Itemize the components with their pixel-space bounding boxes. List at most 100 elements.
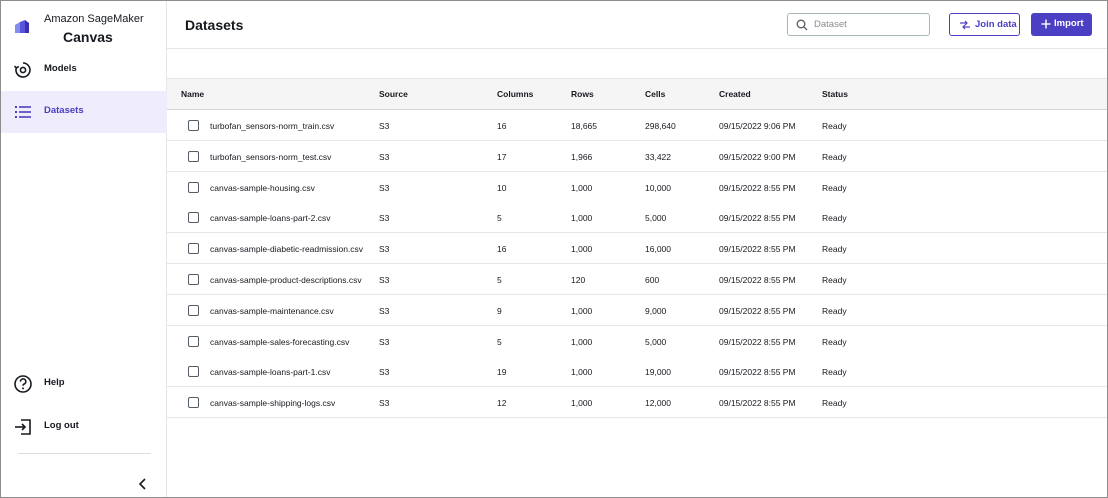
import-button[interactable]: Import: [1031, 13, 1092, 36]
models-icon: [13, 62, 31, 78]
row-checkbox[interactable]: [188, 366, 199, 378]
table-row[interactable]: canvas-sample-loans-part-2.csv S3 5 1,000 5,…: [167, 202, 1107, 234]
sidebar-item-help[interactable]: Help: [1, 363, 167, 405]
page-title: Datasets: [185, 17, 244, 33]
cell-source: S3: [379, 275, 390, 285]
cell-name[interactable]: canvas-sample-maintenance.csv: [210, 305, 334, 316]
sidebar-item-label: Help: [44, 377, 65, 388]
plus-icon: [1041, 19, 1051, 29]
cell-columns: 9: [497, 305, 502, 316]
table-row[interactable]: canvas-sample-loans-part-1.csv S3 19 1,000 1…: [167, 356, 1107, 388]
cell-cells: 9,000: [645, 305, 667, 316]
cell-rows: 120: [571, 275, 586, 285]
cell-status: Ready: [822, 398, 847, 409]
cell-cells: 5,000: [645, 213, 667, 224]
cell-created: 09/15/2022 8:55 PM: [719, 275, 796, 285]
help-icon: [14, 375, 32, 393]
cell-name[interactable]: canvas-sample-loans-part-1.csv: [210, 367, 331, 378]
table-row[interactable]: canvas-sample-diabetic-readmission.csv S3…: [167, 233, 1107, 265]
table-row[interactable]: canvas-sample-sales-forecasting.csv S3 5 1,…: [167, 325, 1107, 357]
join-data-button[interactable]: Join data: [949, 13, 1020, 36]
row-checkbox[interactable]: [188, 304, 199, 316]
cell-created: 09/15/2022 8:55 PM: [719, 182, 796, 193]
cell-cells: 10,000: [645, 182, 671, 193]
search-box[interactable]: [787, 13, 930, 36]
cell-columns: 16: [497, 244, 507, 255]
join-data-label: Join data: [975, 19, 1017, 30]
brand-name: Canvas: [63, 29, 113, 45]
import-label: Import: [1054, 18, 1084, 29]
cell-rows: 1,000: [571, 244, 593, 255]
cell-created: 09/15/2022 8:55 PM: [719, 398, 796, 409]
cell-source: S3: [379, 121, 390, 131]
join-icon: [960, 20, 970, 30]
cell-name[interactable]: canvas-sample-shipping-logs.csv: [210, 398, 336, 409]
cell-name[interactable]: turbofan_sensors-norm_test.csv: [210, 151, 332, 162]
chevron-left-icon[interactable]: [135, 476, 151, 492]
cell-cells: 16,000: [645, 244, 671, 255]
cell-source: S3: [379, 305, 390, 316]
row-checkbox[interactable]: [188, 274, 199, 285]
cell-rows: 1,000: [571, 305, 593, 316]
cell-status: Ready: [822, 121, 847, 131]
column-header-rows[interactable]: Rows: [571, 89, 594, 99]
column-header-cells[interactable]: Cells: [645, 89, 666, 99]
cell-rows: 1,000: [571, 367, 593, 378]
canvas-logo-icon: [15, 20, 29, 33]
cell-rows: 1,000: [571, 398, 593, 409]
cell-name[interactable]: turbofan_sensors-norm_train.csv: [210, 121, 335, 131]
cell-cells: 298,640: [645, 121, 676, 131]
cell-created: 09/15/2022 8:55 PM: [719, 336, 796, 347]
table-row[interactable]: turbofan_sensors-norm_train.csv S3 16 18,66…: [167, 110, 1107, 141]
search-icon: [796, 19, 808, 31]
cell-created: 09/15/2022 8:55 PM: [719, 367, 796, 378]
table-row[interactable]: canvas-sample-shipping-logs.csv S3 12 1,000…: [167, 387, 1107, 419]
sidebar-item-label: Datasets: [44, 105, 84, 116]
cell-status: Ready: [822, 305, 847, 316]
column-header-columns[interactable]: Columns: [497, 89, 534, 99]
cell-name[interactable]: canvas-sample-sales-forecasting.csv: [210, 336, 350, 347]
table-row[interactable]: canvas-sample-housing.csv S3 10 1,000 10,000…: [167, 171, 1107, 203]
row-checkbox[interactable]: [188, 335, 199, 347]
row-checkbox[interactable]: [188, 120, 199, 131]
cell-name[interactable]: canvas-sample-housing.csv: [210, 182, 315, 193]
search-input[interactable]: [814, 16, 926, 33]
column-header-status[interactable]: Status: [822, 89, 848, 99]
row-checkbox[interactable]: [188, 150, 199, 162]
cell-created: 09/15/2022 8:55 PM: [719, 213, 796, 224]
column-header-source[interactable]: Source: [379, 89, 408, 99]
table-row[interactable]: canvas-sample-maintenance.csv S3 9 1,000 9,0…: [167, 294, 1107, 326]
cell-created: 09/15/2022 9:00 PM: [719, 151, 796, 162]
sidebar-item-datasets[interactable]: Datasets: [1, 91, 167, 133]
cell-cells: 19,000: [645, 367, 671, 378]
cell-columns: 16: [497, 121, 507, 131]
cell-cells: 5,000: [645, 336, 667, 347]
cell-rows: 1,966: [571, 151, 593, 162]
sidebar-item-label: Log out: [44, 420, 79, 431]
cell-source: S3: [379, 151, 390, 162]
row-checkbox[interactable]: [188, 181, 199, 193]
column-header-name[interactable]: Name: [181, 89, 205, 99]
table-row[interactable]: canvas-sample-product-descriptions.csv S3…: [167, 264, 1107, 295]
sidebar-item-logout[interactable]: Log out: [1, 406, 167, 448]
sidebar-item-models[interactable]: Models: [1, 49, 167, 91]
cell-status: Ready: [822, 244, 847, 255]
column-header-created[interactable]: Created: [719, 89, 751, 99]
cell-rows: 1,000: [571, 336, 593, 347]
cell-source: S3: [379, 213, 390, 224]
cell-name[interactable]: canvas-sample-product-descriptions.csv: [210, 275, 362, 285]
cell-created: 09/15/2022 8:55 PM: [719, 305, 796, 316]
sidebar-item-label: Models: [44, 63, 77, 74]
table-row[interactable]: turbofan_sensors-norm_test.csv S3 17 1,966 3…: [167, 140, 1107, 172]
sidebar-divider: [18, 453, 151, 454]
cell-name[interactable]: canvas-sample-diabetic-readmission.csv: [210, 244, 364, 255]
cell-source: S3: [379, 244, 390, 255]
cell-columns: 5: [497, 336, 502, 347]
row-checkbox[interactable]: [188, 397, 199, 409]
cell-name[interactable]: canvas-sample-loans-part-2.csv: [210, 213, 331, 224]
cell-status: Ready: [822, 367, 847, 378]
brand: Amazon SageMaker Canvas: [1, 1, 167, 49]
row-checkbox[interactable]: [188, 243, 199, 255]
cell-source: S3: [379, 367, 390, 378]
row-checkbox[interactable]: [188, 212, 199, 224]
